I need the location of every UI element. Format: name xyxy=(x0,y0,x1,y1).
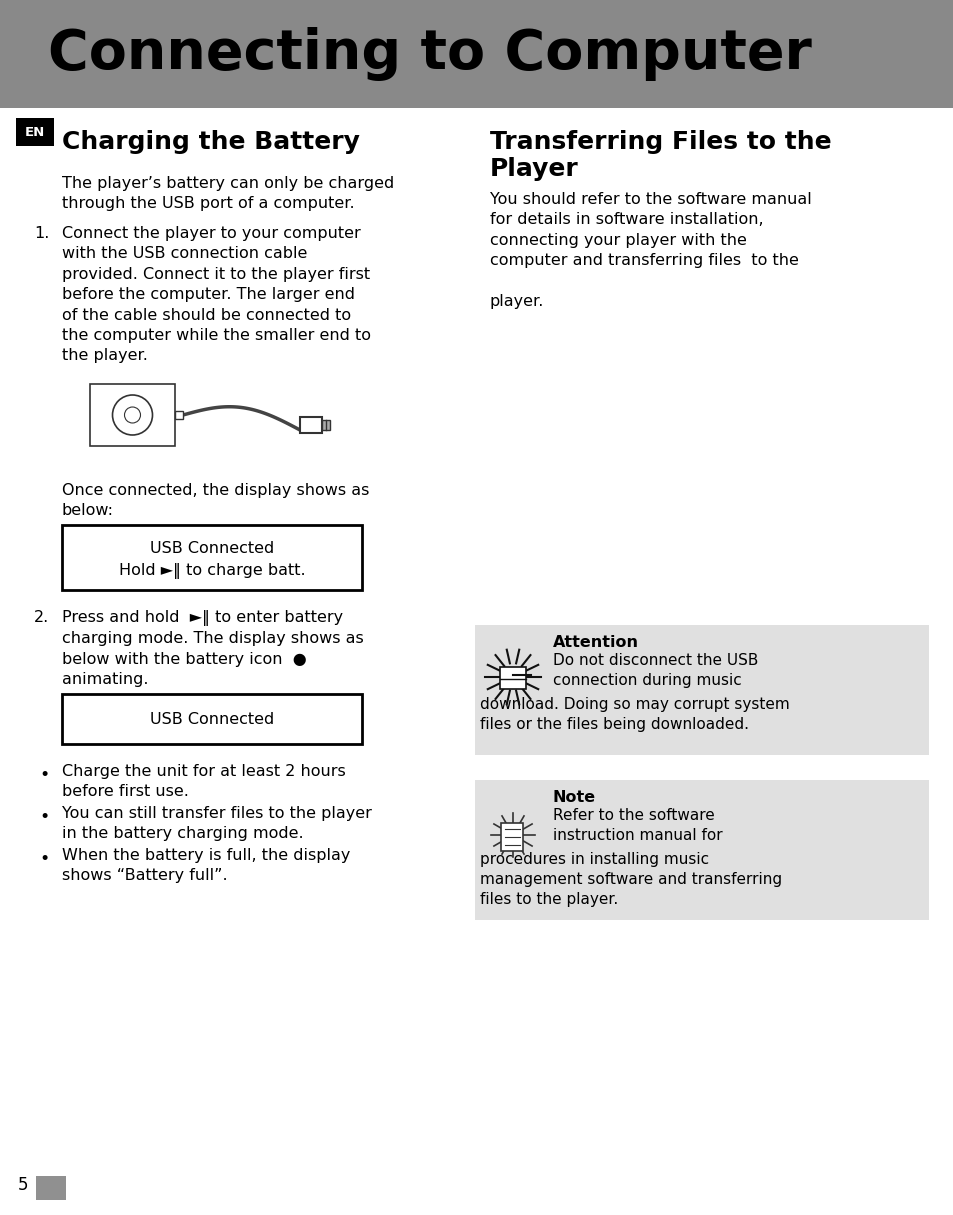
Bar xyxy=(16,118,54,146)
Text: USB Connected: USB Connected xyxy=(150,712,274,727)
Bar xyxy=(90,384,174,446)
Text: Connect the player to your computer
with the USB connection cable
provided. Conn: Connect the player to your computer with… xyxy=(62,226,371,363)
Text: 1.: 1. xyxy=(34,226,50,241)
Bar xyxy=(500,823,522,850)
Text: Charging the Battery: Charging the Battery xyxy=(62,130,359,154)
Bar xyxy=(299,417,322,433)
Text: •: • xyxy=(40,808,50,826)
Bar xyxy=(475,780,928,920)
Bar xyxy=(0,0,953,108)
Text: Hold ►‖ to charge batt.: Hold ►‖ to charge batt. xyxy=(118,563,305,580)
Text: Once connected, the display shows as
below:: Once connected, the display shows as bel… xyxy=(62,484,369,519)
Text: USB Connected: USB Connected xyxy=(150,541,274,556)
Text: download. Doing so may corrupt system
files or the files being downloaded.: download. Doing so may corrupt system fi… xyxy=(479,697,789,731)
Text: 5: 5 xyxy=(18,1176,29,1194)
Text: Press and hold  ►‖ to enter battery
charging mode. The display shows as
below wi: Press and hold ►‖ to enter battery charg… xyxy=(62,610,363,688)
Bar xyxy=(475,625,928,755)
Text: The player’s battery can only be charged
through the USB port of a computer.: The player’s battery can only be charged… xyxy=(62,176,394,211)
Text: Transferring Files to the
Player: Transferring Files to the Player xyxy=(490,130,831,181)
Text: You can still transfer files to the player
in the battery charging mode.: You can still transfer files to the play… xyxy=(62,806,372,842)
Text: procedures in installing music
management software and transferring
files to the: procedures in installing music managemen… xyxy=(479,852,781,906)
Text: •: • xyxy=(40,850,50,868)
Bar xyxy=(499,667,525,689)
Text: Note: Note xyxy=(553,790,596,806)
Text: Connecting to Computer: Connecting to Computer xyxy=(48,27,811,81)
Text: Attention: Attention xyxy=(553,635,639,650)
Bar xyxy=(322,420,330,430)
Text: Do not disconnect the USB
connection during music: Do not disconnect the USB connection dur… xyxy=(553,652,758,688)
Bar xyxy=(62,525,361,590)
Bar xyxy=(62,694,361,744)
Bar xyxy=(174,411,183,419)
Text: EN: EN xyxy=(25,125,45,139)
Text: You should refer to the software manual
for details in software installation,
co: You should refer to the software manual … xyxy=(490,192,811,309)
Text: When the battery is full, the display
shows “Battery full”.: When the battery is full, the display sh… xyxy=(62,848,350,883)
Text: Charge the unit for at least 2 hours
before first use.: Charge the unit for at least 2 hours bef… xyxy=(62,764,345,799)
Text: •: • xyxy=(40,765,50,784)
Text: 2.: 2. xyxy=(34,610,50,625)
Text: Refer to the software
instruction manual for: Refer to the software instruction manual… xyxy=(553,808,721,843)
Circle shape xyxy=(125,407,140,423)
Circle shape xyxy=(112,395,152,435)
Bar xyxy=(36,1176,66,1200)
